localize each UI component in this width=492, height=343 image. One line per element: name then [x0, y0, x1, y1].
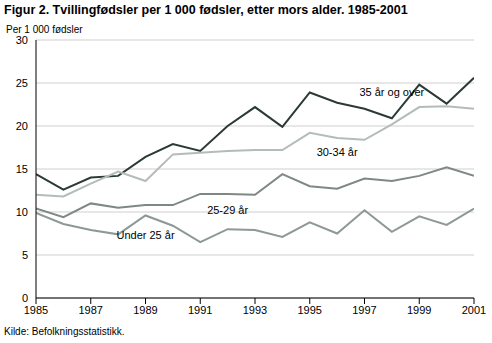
- svg-text:1993: 1993: [243, 304, 267, 316]
- svg-text:15: 15: [16, 163, 28, 175]
- svg-text:25: 25: [16, 77, 28, 89]
- html-text:Kilde: Befolkningsstatistikk.: Kilde: Befolkningsstatistikk.: [4, 326, 125, 337]
- svg-text:1995: 1995: [298, 304, 322, 316]
- svg-text:Under 25 år: Under 25 år: [116, 229, 174, 241]
- svg-text:35 år og over: 35 år og over: [359, 86, 424, 98]
- svg-text:1991: 1991: [188, 304, 212, 316]
- svg-text:20: 20: [16, 120, 28, 132]
- svg-text:1999: 1999: [407, 304, 431, 316]
- svg-text:25-29 år: 25-29 år: [207, 204, 248, 216]
- html-text:Figur 2. Tvillingfødsler per 1: Figur 2. Tvillingfødsler per 1 000 fødsl…: [4, 3, 408, 17]
- svg-text:1987: 1987: [79, 304, 103, 316]
- svg-text:2001: 2001: [462, 304, 484, 316]
- svg-text:1989: 1989: [133, 304, 157, 316]
- svg-text:30-34 år: 30-34 år: [317, 146, 358, 158]
- svg-text:30: 30: [16, 34, 28, 46]
- svg-text:1985: 1985: [24, 304, 48, 316]
- html-text:Per 1 000 fødsler: Per 1 000 fødsler: [6, 24, 83, 35]
- svg-text:0: 0: [22, 292, 28, 304]
- svg-text:1997: 1997: [352, 304, 376, 316]
- svg-text:5: 5: [22, 249, 28, 261]
- svg-text:10: 10: [16, 206, 28, 218]
